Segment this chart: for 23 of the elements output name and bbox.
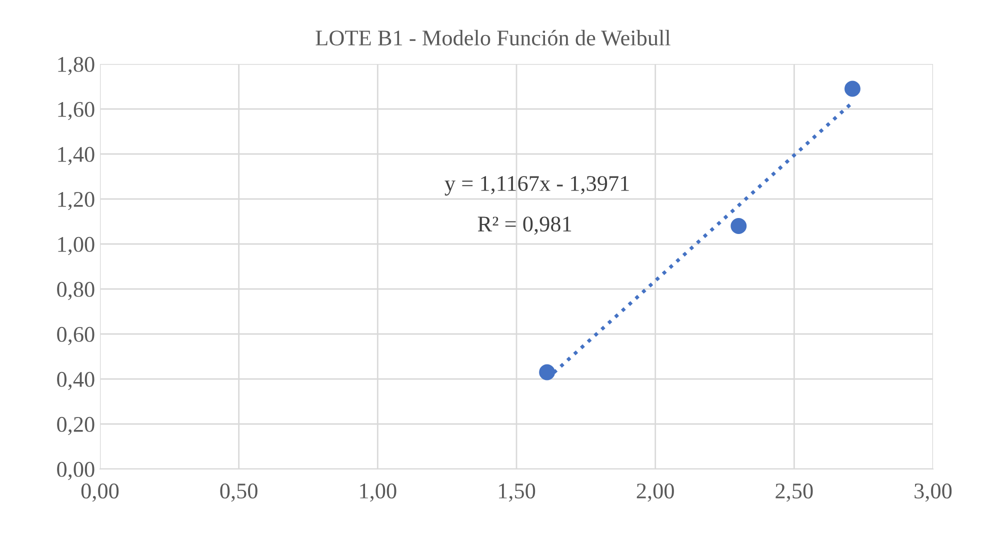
x-tick-label: 0,50 bbox=[220, 484, 258, 502]
x-tick-label: 1,00 bbox=[360, 484, 396, 502]
y-tick-label: 1,20 bbox=[58, 192, 94, 210]
point bbox=[539, 364, 556, 380]
y-tick-label: 1,80 bbox=[58, 56, 94, 76]
y-tick-label: 1,00 bbox=[58, 236, 94, 256]
x-tick-label: 3,00 bbox=[914, 484, 952, 502]
y-tick-label: 0,00 bbox=[57, 462, 94, 480]
y-tick-label: 0,20 bbox=[57, 416, 94, 436]
x-tick-label: 2,00 bbox=[636, 484, 674, 502]
y-tick-label: 1,40 bbox=[58, 146, 94, 166]
y-tick-label: 0,60 bbox=[57, 326, 94, 346]
y-tick-label: 0,40 bbox=[57, 372, 94, 390]
chart-title: LOTE B1 - Modelo Función de Weibull bbox=[316, 30, 670, 46]
point bbox=[844, 80, 860, 97]
x-tick-label: 2,50 bbox=[776, 484, 813, 502]
x-tick-label: 0,00 bbox=[81, 484, 119, 502]
x-tick-label: 1,50 bbox=[499, 484, 536, 502]
point bbox=[730, 218, 747, 234]
y-tick-label: 1,60 bbox=[58, 102, 94, 120]
annotation: R² = 0,981 bbox=[478, 216, 572, 235]
y-tick-label: 0,80 bbox=[57, 282, 94, 300]
annotation: y = 1,1167x - 1,3971 bbox=[444, 176, 629, 196]
